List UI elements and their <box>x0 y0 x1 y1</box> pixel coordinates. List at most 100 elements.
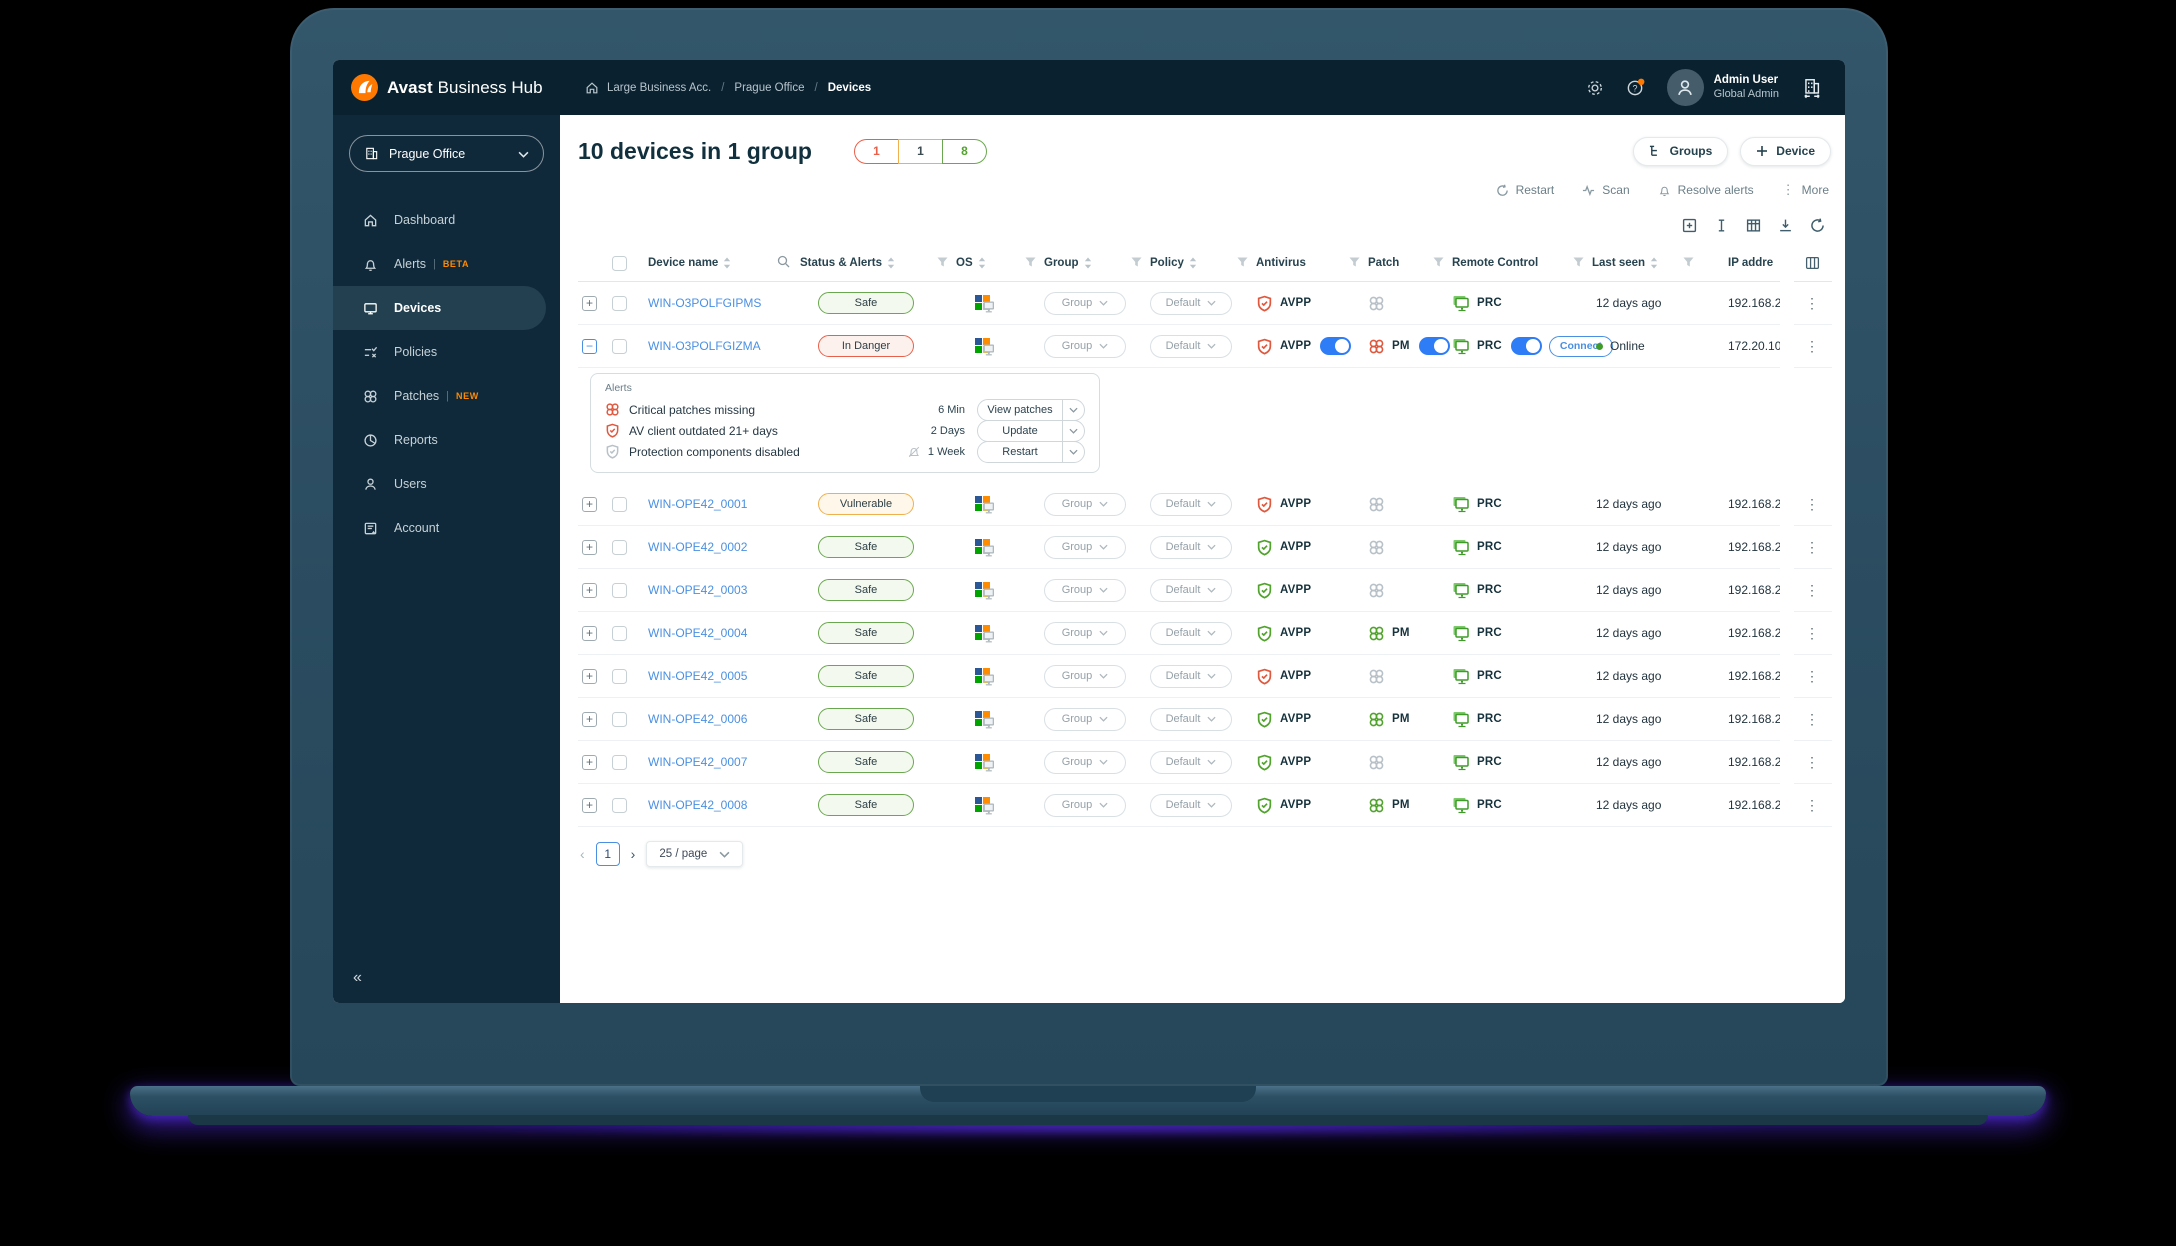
group-dropdown[interactable]: Group <box>1044 535 1126 559</box>
row-checkbox[interactable] <box>612 295 627 311</box>
page-size-dropdown[interactable]: 25 / page <box>646 841 744 867</box>
device-name-link[interactable]: WIN-O3POLFGIPMS <box>648 296 762 310</box>
group-dropdown[interactable]: Group <box>1044 291 1126 315</box>
expand-all-icon[interactable] <box>1682 218 1697 233</box>
breadcrumb-item[interactable]: Prague Office <box>734 81 805 94</box>
expand-row-button[interactable]: + <box>582 295 597 311</box>
remote-control-toggle[interactable] <box>1510 337 1542 355</box>
count-vulnerable-badge[interactable]: 1 <box>897 138 943 164</box>
add-device-button[interactable]: Device <box>1740 136 1831 166</box>
policy-dropdown[interactable]: Default <box>1150 578 1232 602</box>
device-name-link[interactable]: WIN-OPE42_0002 <box>648 540 748 554</box>
home-icon[interactable] <box>585 81 599 95</box>
restart-action[interactable]: Restart <box>1496 183 1554 197</box>
device-name-link[interactable]: WIN-OPE42_0004 <box>648 626 748 640</box>
row-checkbox[interactable] <box>612 582 627 598</box>
row-checkbox[interactable] <box>612 625 627 641</box>
device-name-link[interactable]: WIN-OPE42_0007 <box>648 755 748 769</box>
expand-row-button[interactable]: + <box>582 539 597 555</box>
table-columns-icon[interactable] <box>1746 218 1761 233</box>
group-dropdown[interactable]: Group <box>1044 664 1126 688</box>
policy-dropdown[interactable]: Default <box>1150 535 1232 559</box>
row-checkbox[interactable] <box>612 338 627 354</box>
group-dropdown[interactable]: Group <box>1044 707 1126 731</box>
expand-row-button[interactable]: + <box>582 754 597 770</box>
row-menu-kebab[interactable]: ⋮ <box>1805 294 1819 311</box>
view-patches-button[interactable]: View patches <box>977 398 1085 421</box>
chevron-down-icon[interactable] <box>1062 420 1084 441</box>
row-checkbox[interactable] <box>612 797 627 813</box>
policy-dropdown[interactable]: Default <box>1150 334 1232 358</box>
prev-page-button[interactable]: ‹ <box>580 846 585 862</box>
expand-row-button[interactable]: − <box>582 338 597 354</box>
expand-row-button[interactable]: + <box>582 668 597 684</box>
col-patch[interactable]: Patch <box>1368 257 1452 269</box>
sidebar-item-patches[interactable]: Patches | NEW <box>333 374 560 418</box>
row-menu-kebab[interactable]: ⋮ <box>1805 495 1819 512</box>
group-dropdown[interactable]: Group <box>1044 492 1126 516</box>
group-dropdown[interactable]: Group <box>1044 793 1126 817</box>
group-dropdown[interactable]: Group <box>1044 334 1126 358</box>
filter-icon[interactable] <box>1025 257 1036 270</box>
select-all-checkbox[interactable] <box>612 255 627 271</box>
col-antivirus[interactable]: Antivirus <box>1256 257 1368 269</box>
row-checkbox[interactable] <box>612 539 627 555</box>
sidebar-item-alerts[interactable]: Alerts | BETA <box>333 242 560 286</box>
user-info[interactable]: Admin User Global Admin <box>1714 73 1779 101</box>
count-danger-badge[interactable]: 1 <box>853 138 899 164</box>
filter-icon[interactable] <box>1573 257 1584 270</box>
scan-action[interactable]: Scan <box>1582 183 1630 197</box>
expand-row-button[interactable]: + <box>582 582 597 598</box>
policy-dropdown[interactable]: Default <box>1150 707 1232 731</box>
text-size-icon[interactable] <box>1714 218 1729 233</box>
policy-dropdown[interactable]: Default <box>1150 664 1232 688</box>
filter-icon[interactable] <box>1349 257 1360 270</box>
row-menu-kebab[interactable]: ⋮ <box>1805 581 1819 598</box>
row-checkbox[interactable] <box>612 754 627 770</box>
group-dropdown[interactable]: Group <box>1044 750 1126 774</box>
resolve-alerts-action[interactable]: Resolve alerts <box>1658 183 1754 197</box>
device-name-link[interactable]: WIN-O3POLFGIZMA <box>648 339 761 353</box>
page-number[interactable]: 1 <box>595 842 620 866</box>
update-button[interactable]: Update <box>977 419 1085 442</box>
scrollbar-gutter[interactable] <box>1780 245 1794 815</box>
antivirus-toggle[interactable] <box>1320 337 1352 355</box>
sidebar-item-reports[interactable]: Reports <box>333 418 560 462</box>
col-group[interactable]: Group <box>1044 257 1150 269</box>
patch-toggle[interactable] <box>1418 337 1450 355</box>
filter-icon[interactable] <box>937 257 948 270</box>
sidebar-item-account[interactable]: Account <box>333 506 560 550</box>
chevron-down-icon[interactable] <box>1062 399 1084 420</box>
row-menu-kebab[interactable]: ⋮ <box>1805 624 1819 641</box>
col-policy[interactable]: Policy <box>1150 257 1256 269</box>
row-menu-kebab[interactable]: ⋮ <box>1805 538 1819 555</box>
row-checkbox[interactable] <box>612 711 627 727</box>
policy-dropdown[interactable]: Default <box>1150 492 1232 516</box>
filter-icon[interactable] <box>1433 257 1444 270</box>
restart-button[interactable]: Restart <box>977 440 1085 463</box>
search-icon[interactable] <box>777 255 790 271</box>
device-name-link[interactable]: WIN-OPE42_0005 <box>648 669 748 683</box>
row-checkbox[interactable] <box>612 668 627 684</box>
expand-row-button[interactable]: + <box>582 496 597 512</box>
breadcrumb-item[interactable]: Large Business Acc. <box>607 81 712 94</box>
device-name-link[interactable]: WIN-OPE42_0008 <box>648 798 748 812</box>
download-icon[interactable] <box>1778 218 1793 233</box>
policy-dropdown[interactable]: Default <box>1150 621 1232 645</box>
help-icon[interactable]: ? <box>1626 78 1645 97</box>
row-menu-kebab[interactable]: ⋮ <box>1805 710 1819 727</box>
connect-button[interactable]: Connect <box>1548 335 1613 357</box>
device-name-link[interactable]: WIN-OPE42_0003 <box>648 583 748 597</box>
refresh-icon[interactable] <box>1810 217 1825 233</box>
group-dropdown[interactable]: Group <box>1044 578 1126 602</box>
expand-row-button[interactable]: + <box>582 625 597 641</box>
col-settings[interactable] <box>1792 256 1832 270</box>
col-ip-address[interactable]: IP addre <box>1728 257 1774 269</box>
row-menu-kebab[interactable]: ⋮ <box>1805 796 1819 813</box>
expand-row-button[interactable]: + <box>582 797 597 813</box>
settings-gear-icon[interactable] <box>1586 79 1604 97</box>
row-checkbox[interactable] <box>612 496 627 512</box>
col-remote-control[interactable]: Remote Control <box>1452 257 1592 269</box>
more-action[interactable]: ⋮ More <box>1781 182 1829 197</box>
company-switcher-icon[interactable] <box>1801 77 1823 99</box>
